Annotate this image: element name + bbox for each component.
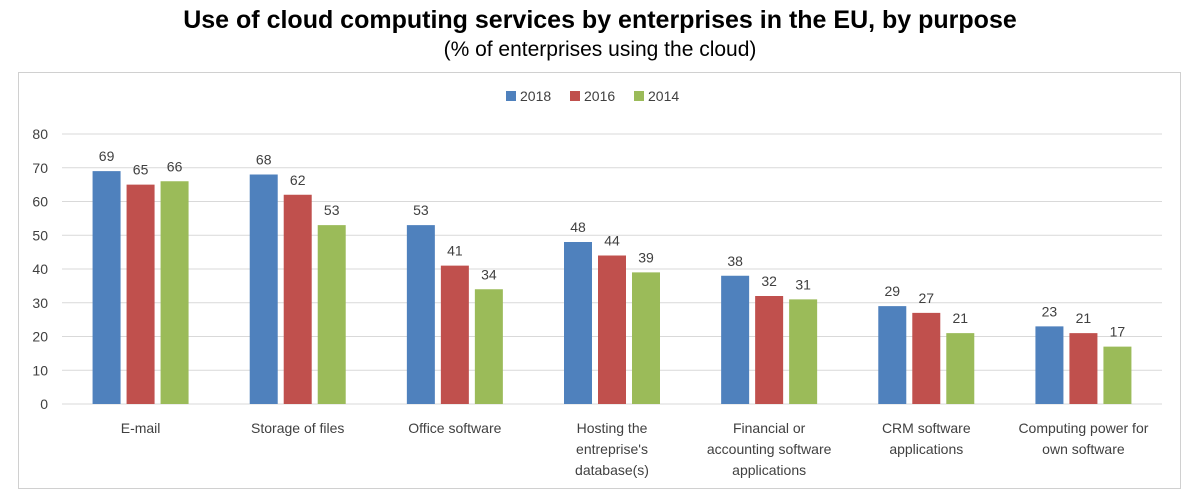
bar-2018-3 — [564, 242, 592, 404]
legend-label: 2014 — [648, 88, 679, 104]
y-tick-label: 60 — [32, 194, 48, 210]
data-label: 31 — [795, 276, 811, 292]
bar-2016-5 — [912, 312, 941, 404]
data-label: 17 — [1110, 324, 1126, 340]
y-tick-label: 40 — [32, 261, 48, 277]
legend-swatch-2018 — [506, 91, 516, 101]
x-tick-label: Hosting the — [577, 420, 648, 436]
x-tick-label: applications — [889, 441, 963, 457]
x-tick-label: applications — [732, 462, 806, 478]
data-label: 29 — [884, 283, 900, 299]
data-label: 39 — [638, 249, 654, 265]
bar-2014-3 — [632, 272, 660, 404]
bar-2014-2 — [474, 289, 503, 404]
x-tick-label: Computing power for — [1018, 420, 1148, 436]
x-tick-label: own software — [1042, 441, 1125, 457]
y-tick-label: 50 — [32, 227, 48, 243]
y-tick-label: 0 — [40, 396, 48, 412]
legend-label: 2018 — [520, 88, 551, 104]
data-label: 62 — [290, 172, 306, 188]
data-label: 23 — [1042, 303, 1058, 319]
bar-2014-0 — [160, 181, 189, 404]
data-label: 65 — [133, 162, 149, 178]
x-tick-label: Office software — [408, 420, 501, 436]
bar-2014-4 — [789, 299, 818, 404]
bar-2018-5 — [878, 306, 907, 404]
data-label: 41 — [447, 243, 463, 259]
y-tick-label: 30 — [32, 295, 48, 311]
x-tick-label: E-mail — [121, 420, 161, 436]
bar-2018-0 — [92, 171, 121, 404]
bar-2018-4 — [721, 275, 750, 404]
bar-2014-5 — [946, 333, 975, 404]
bar-2016-0 — [126, 184, 155, 404]
y-tick-label: 70 — [32, 160, 48, 176]
data-label: 34 — [481, 266, 497, 282]
data-label: 66 — [167, 158, 183, 174]
x-tick-label: entreprise's — [576, 441, 648, 457]
y-tick-label: 20 — [32, 329, 48, 345]
data-label: 53 — [324, 202, 340, 218]
x-tick-label: database(s) — [575, 462, 649, 478]
y-tick-label: 80 — [32, 126, 48, 142]
data-label: 68 — [256, 152, 272, 168]
data-label: 27 — [918, 290, 934, 306]
chart-title: Use of cloud computing services by enter… — [183, 6, 1017, 34]
data-label: 21 — [952, 310, 968, 326]
data-label: 53 — [413, 202, 429, 218]
bar-2018-2 — [406, 225, 435, 404]
data-label: 44 — [604, 233, 620, 249]
bar-2014-1 — [317, 225, 346, 404]
x-tick-label: Storage of files — [251, 420, 344, 436]
data-label: 38 — [727, 253, 743, 269]
bar-2016-4 — [755, 296, 784, 404]
data-label: 69 — [99, 148, 115, 164]
chart-frame — [18, 72, 1181, 489]
data-label: 21 — [1076, 310, 1092, 326]
x-tick-label: accounting software — [707, 441, 832, 457]
bar-2016-2 — [440, 265, 469, 404]
x-tick-label: CRM software — [882, 420, 971, 436]
data-label: 48 — [570, 219, 586, 235]
legend-label: 2016 — [584, 88, 615, 104]
bar-2018-6 — [1035, 326, 1064, 404]
bar-2014-6 — [1103, 346, 1132, 404]
bar-2016-1 — [283, 194, 312, 404]
bar-2018-1 — [249, 174, 278, 404]
bar-2016-3 — [598, 255, 626, 404]
x-tick-label: Financial or — [733, 420, 806, 436]
data-label: 32 — [761, 273, 777, 289]
chart-subtitle: (% of enterprises using the cloud) — [443, 38, 757, 61]
legend-swatch-2016 — [570, 91, 580, 101]
y-tick-label: 10 — [32, 362, 48, 378]
legend-swatch-2014 — [634, 91, 644, 101]
bar-2016-6 — [1069, 333, 1098, 404]
